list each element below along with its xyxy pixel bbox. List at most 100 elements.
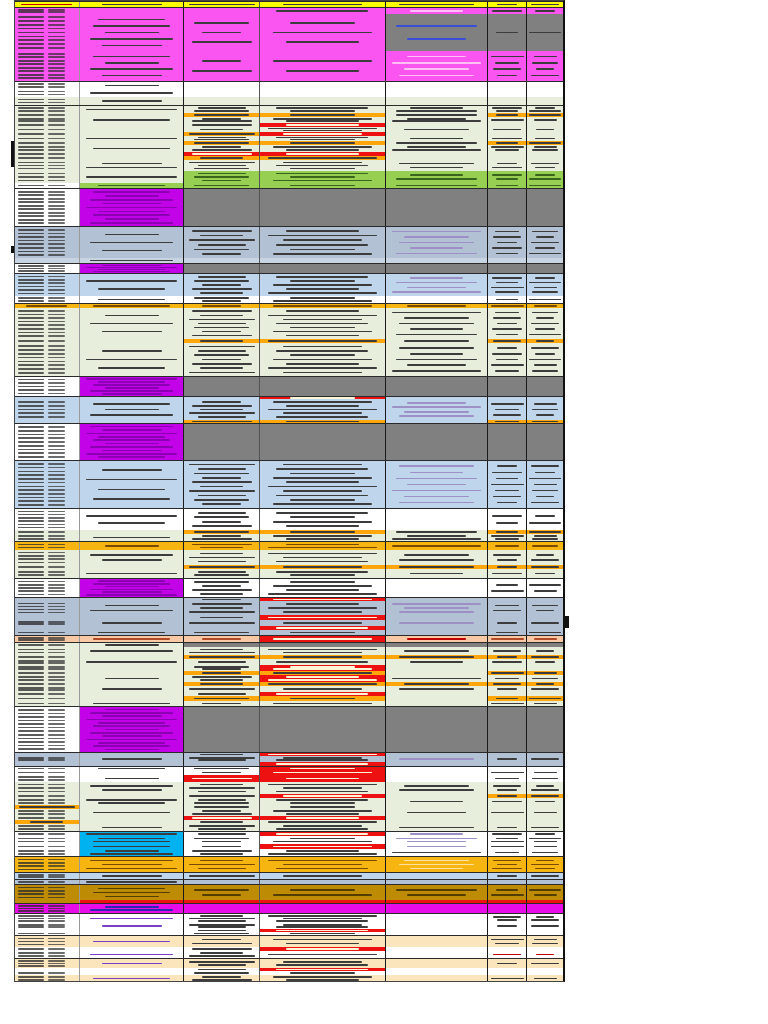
cell-band6-col7[interactable] [527, 97, 563, 105]
cell-band84-col4[interactable] [260, 873, 386, 879]
cell-band29-col5[interactable] [385, 339, 489, 343]
cell-band4-col2[interactable] [79, 82, 185, 89]
cell-band22-col5[interactable] [385, 227, 489, 258]
cell-band20-col1[interactable] [15, 183, 80, 188]
cell-band25-col6[interactable] [488, 274, 528, 296]
cell-band74-col3[interactable] [184, 805, 261, 809]
cell-band66-col2[interactable] [79, 756, 185, 762]
cell-band4-col6[interactable] [488, 82, 528, 89]
cell-band78-col5[interactable] [385, 824, 489, 831]
cell-band69-col6[interactable] [488, 770, 528, 775]
cell-band56-col4[interactable] [260, 665, 386, 671]
cell-band7-col7[interactable] [527, 106, 563, 113]
cell-band99-col6[interactable] [488, 975, 528, 981]
cell-band24-col4[interactable] [260, 264, 386, 273]
cell-band91-col3[interactable] [184, 929, 261, 932]
cell-band18-col2[interactable] [79, 160, 185, 171]
cell-band64-col4[interactable] [260, 707, 386, 752]
cell-band18-col5[interactable] [385, 160, 489, 171]
cell-band63-col1[interactable] [15, 701, 80, 706]
cell-band65-col7[interactable] [527, 753, 563, 756]
cell-band60-col6[interactable] [488, 686, 528, 692]
cell-band83-col4[interactable] [260, 857, 386, 872]
cell-band36-col3[interactable] [184, 461, 261, 508]
cell-band94-col6[interactable] [488, 947, 528, 951]
cell-band59-col3[interactable] [184, 682, 261, 686]
cell-band54-col5[interactable] [385, 655, 489, 659]
cell-band62-col4[interactable] [260, 696, 386, 701]
cell-band81-col3[interactable] [184, 844, 261, 849]
cell-band23-col6[interactable] [488, 258, 528, 263]
cell-band68-col1[interactable] [15, 767, 80, 770]
cell-band82-col4[interactable] [260, 849, 386, 856]
cell-band42-col5[interactable] [385, 565, 489, 569]
cell-band1-col6[interactable] [488, 8, 528, 14]
cell-band67-col7[interactable] [527, 762, 563, 766]
cell-band97-col4[interactable] [260, 968, 386, 971]
cell-band37-col5[interactable] [385, 509, 489, 530]
cell-band7-col4[interactable] [260, 106, 386, 113]
cell-band27-col3[interactable] [184, 304, 261, 308]
cell-band58-col3[interactable] [184, 675, 261, 682]
cell-band81-col6[interactable] [488, 844, 528, 849]
cell-band16-col4[interactable] [260, 152, 386, 156]
cell-band74-col5[interactable] [385, 805, 489, 809]
cell-band36-col2[interactable] [79, 461, 185, 508]
cell-band26-col1[interactable] [15, 296, 80, 303]
cell-band53-col6[interactable] [488, 647, 528, 655]
cell-band67-col6[interactable] [488, 762, 528, 766]
cell-band77-col7[interactable] [527, 820, 563, 824]
cell-band18-col1[interactable] [15, 160, 80, 171]
cell-band51-col6[interactable] [488, 636, 528, 642]
cell-band19-col4[interactable] [260, 171, 386, 183]
cell-band34-col1[interactable] [15, 420, 80, 423]
cell-band81-col7[interactable] [527, 844, 563, 849]
cell-band11-col7[interactable] [527, 127, 563, 132]
cell-band54-col6[interactable] [488, 655, 528, 659]
cell-band48-col2[interactable] [79, 620, 185, 626]
cell-band11-col1[interactable] [15, 127, 80, 132]
cell-band27-col5[interactable] [385, 304, 489, 308]
cell-band39-col3[interactable] [184, 534, 261, 541]
cell-band78-col6[interactable] [488, 824, 528, 831]
cell-band37-col2[interactable] [79, 509, 185, 530]
cell-band95-col3[interactable] [184, 951, 261, 958]
cell-band95-col1[interactable] [15, 951, 80, 958]
cell-band43-col6[interactable] [488, 569, 528, 578]
cell-band24-col2[interactable] [79, 264, 185, 273]
cell-band87-col7[interactable] [527, 900, 563, 903]
cell-band76-col6[interactable] [488, 816, 528, 820]
cell-band46-col5[interactable] [385, 601, 489, 615]
cell-band66-col3[interactable] [184, 756, 261, 762]
cell-band47-col4[interactable] [260, 615, 386, 620]
cell-band40-col4[interactable] [260, 542, 386, 550]
cell-band50-col3[interactable] [184, 630, 261, 635]
cell-band23-col2[interactable] [79, 258, 185, 263]
cell-band25-col1[interactable] [15, 274, 80, 296]
cell-band89-col2[interactable] [79, 914, 185, 923]
cell-band35-col5[interactable] [385, 424, 489, 460]
cell-band10-col5[interactable] [385, 123, 489, 127]
cell-band22-col1[interactable] [15, 227, 80, 258]
cell-band19-col6[interactable] [488, 171, 528, 183]
cell-band3-col3[interactable] [184, 51, 261, 81]
cell-band40-col6[interactable] [488, 542, 528, 550]
cell-band31-col3[interactable] [184, 377, 261, 396]
cell-band70-col7[interactable] [527, 775, 563, 782]
cell-band12-col7[interactable] [527, 132, 563, 136]
cell-band39-col6[interactable] [488, 534, 528, 541]
cell-band13-col5[interactable] [385, 136, 489, 141]
cell-band85-col7[interactable] [527, 880, 563, 884]
cell-band92-col7[interactable] [527, 932, 563, 935]
cell-band31-col4[interactable] [260, 377, 386, 396]
cell-band49-col6[interactable] [488, 626, 528, 630]
cell-band30-col4[interactable] [260, 343, 386, 376]
cell-band92-col5[interactable] [385, 932, 489, 935]
cell-band50-col7[interactable] [527, 630, 563, 635]
cell-band55-col2[interactable] [79, 659, 185, 665]
cell-band65-col1[interactable] [15, 753, 80, 756]
cell-band37-col6[interactable] [488, 509, 528, 530]
cell-band10-col2[interactable] [79, 123, 185, 127]
cell-band33-col5[interactable] [385, 399, 489, 420]
cell-band25-col4[interactable] [260, 274, 386, 296]
